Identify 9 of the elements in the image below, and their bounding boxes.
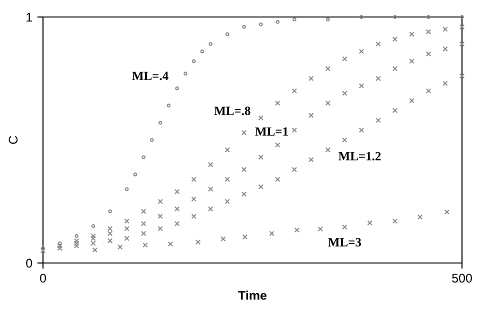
series-label: ML=.8 <box>214 106 250 116</box>
series-label: ML=1 <box>255 127 288 136</box>
series-label: ML=1.2 <box>338 152 381 160</box>
y-tick-label: 1 <box>26 12 32 22</box>
y-axis-title: C <box>8 136 18 144</box>
x-axis-title: Time <box>238 290 267 300</box>
series-label: ML=.4 <box>132 72 168 80</box>
x-tick-label: 500 <box>452 274 472 283</box>
series-label: ML=3 <box>328 238 362 246</box>
